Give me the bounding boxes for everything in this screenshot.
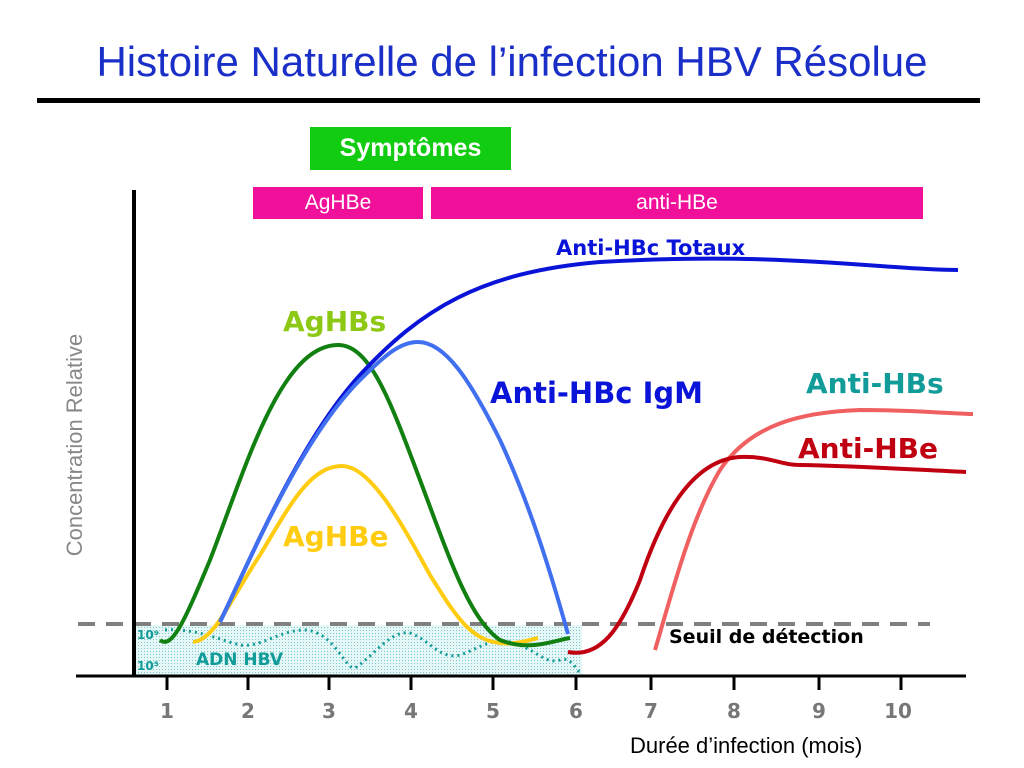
x-tick-label: 8 bbox=[727, 699, 741, 723]
x-tick-label: 10 bbox=[884, 699, 912, 723]
symptoms-bar: Symptômes bbox=[310, 127, 511, 170]
adn-hbv-label: ADN HBV bbox=[196, 650, 284, 670]
anti-hbe-bar: anti-HBe bbox=[431, 187, 923, 219]
anti-hbs-curve bbox=[653, 407, 974, 651]
x-tick-label: 1 bbox=[160, 699, 174, 723]
aghbe-label: AgHBe bbox=[283, 520, 389, 553]
aghbe-curve bbox=[192, 463, 539, 646]
aghbe-bar: AgHBe bbox=[253, 187, 423, 219]
aghbs-label: AgHBs bbox=[283, 305, 387, 338]
aghbs-curve bbox=[158, 342, 571, 648]
anti-hbs-label: Anti-HBs bbox=[806, 367, 944, 400]
y-marker-10-9: 10⁹ bbox=[137, 628, 159, 642]
title-divider bbox=[37, 98, 980, 103]
y-marker-10-5: 10⁵ bbox=[137, 659, 159, 673]
x-ticks bbox=[165, 676, 903, 690]
x-tick-label: 4 bbox=[404, 699, 418, 723]
adn-hbv-curve bbox=[164, 628, 584, 677]
anti-hbe-curve bbox=[567, 454, 967, 655]
anti-hbc-igm-curve bbox=[218, 339, 570, 635]
x-tick-label: 2 bbox=[241, 699, 255, 723]
x-axis-label: Durée d’infection (mois) bbox=[630, 733, 863, 758]
anti-hbe-label: Anti-HBe bbox=[798, 432, 938, 465]
page-title: Histoire Naturelle de l’infection HBV Ré… bbox=[96, 38, 928, 85]
x-tick-label: 7 bbox=[644, 699, 658, 723]
anti-hbc-igm-label: Anti-HBc IgM bbox=[490, 376, 703, 410]
x-tick-label: 9 bbox=[812, 699, 826, 723]
threshold-label: Seuil de détection bbox=[669, 626, 864, 648]
anti-hbc-totaux-label: Anti-HBc Totaux bbox=[556, 236, 746, 260]
x-tick-label: 5 bbox=[486, 699, 500, 723]
x-tick-label: 6 bbox=[569, 699, 583, 723]
y-axis-label: Concentration Relative bbox=[62, 333, 87, 557]
x-tick-label: 3 bbox=[322, 699, 336, 723]
